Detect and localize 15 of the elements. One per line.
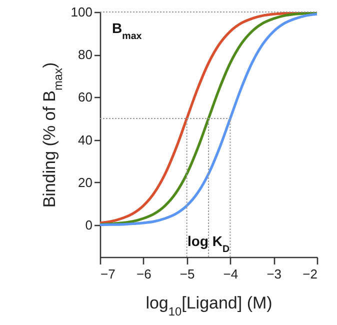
y-tick-label: 20 xyxy=(78,174,92,190)
x-axis-title: log$_{10}$[Ligand] (M) xyxy=(146,294,272,318)
y-tick-label: 100 xyxy=(70,4,92,20)
x-tick-label: −4 xyxy=(223,266,238,282)
x-tick-label: −7 xyxy=(100,266,116,282)
x-tick-label: −5 xyxy=(180,266,195,282)
y-tick-label: 60 xyxy=(78,90,92,105)
x-tick-label: −3 xyxy=(266,266,282,282)
y-tick-label: 0 xyxy=(85,218,92,233)
annotation: B$_{max}$ xyxy=(112,20,142,42)
annotation: log K$_{D}$ xyxy=(187,233,230,255)
x-tick-label: −2 xyxy=(302,266,318,282)
y-tick-label: 80 xyxy=(78,47,92,62)
x-tick-label: −6 xyxy=(136,266,152,282)
y-tick-label: 40 xyxy=(78,132,92,148)
